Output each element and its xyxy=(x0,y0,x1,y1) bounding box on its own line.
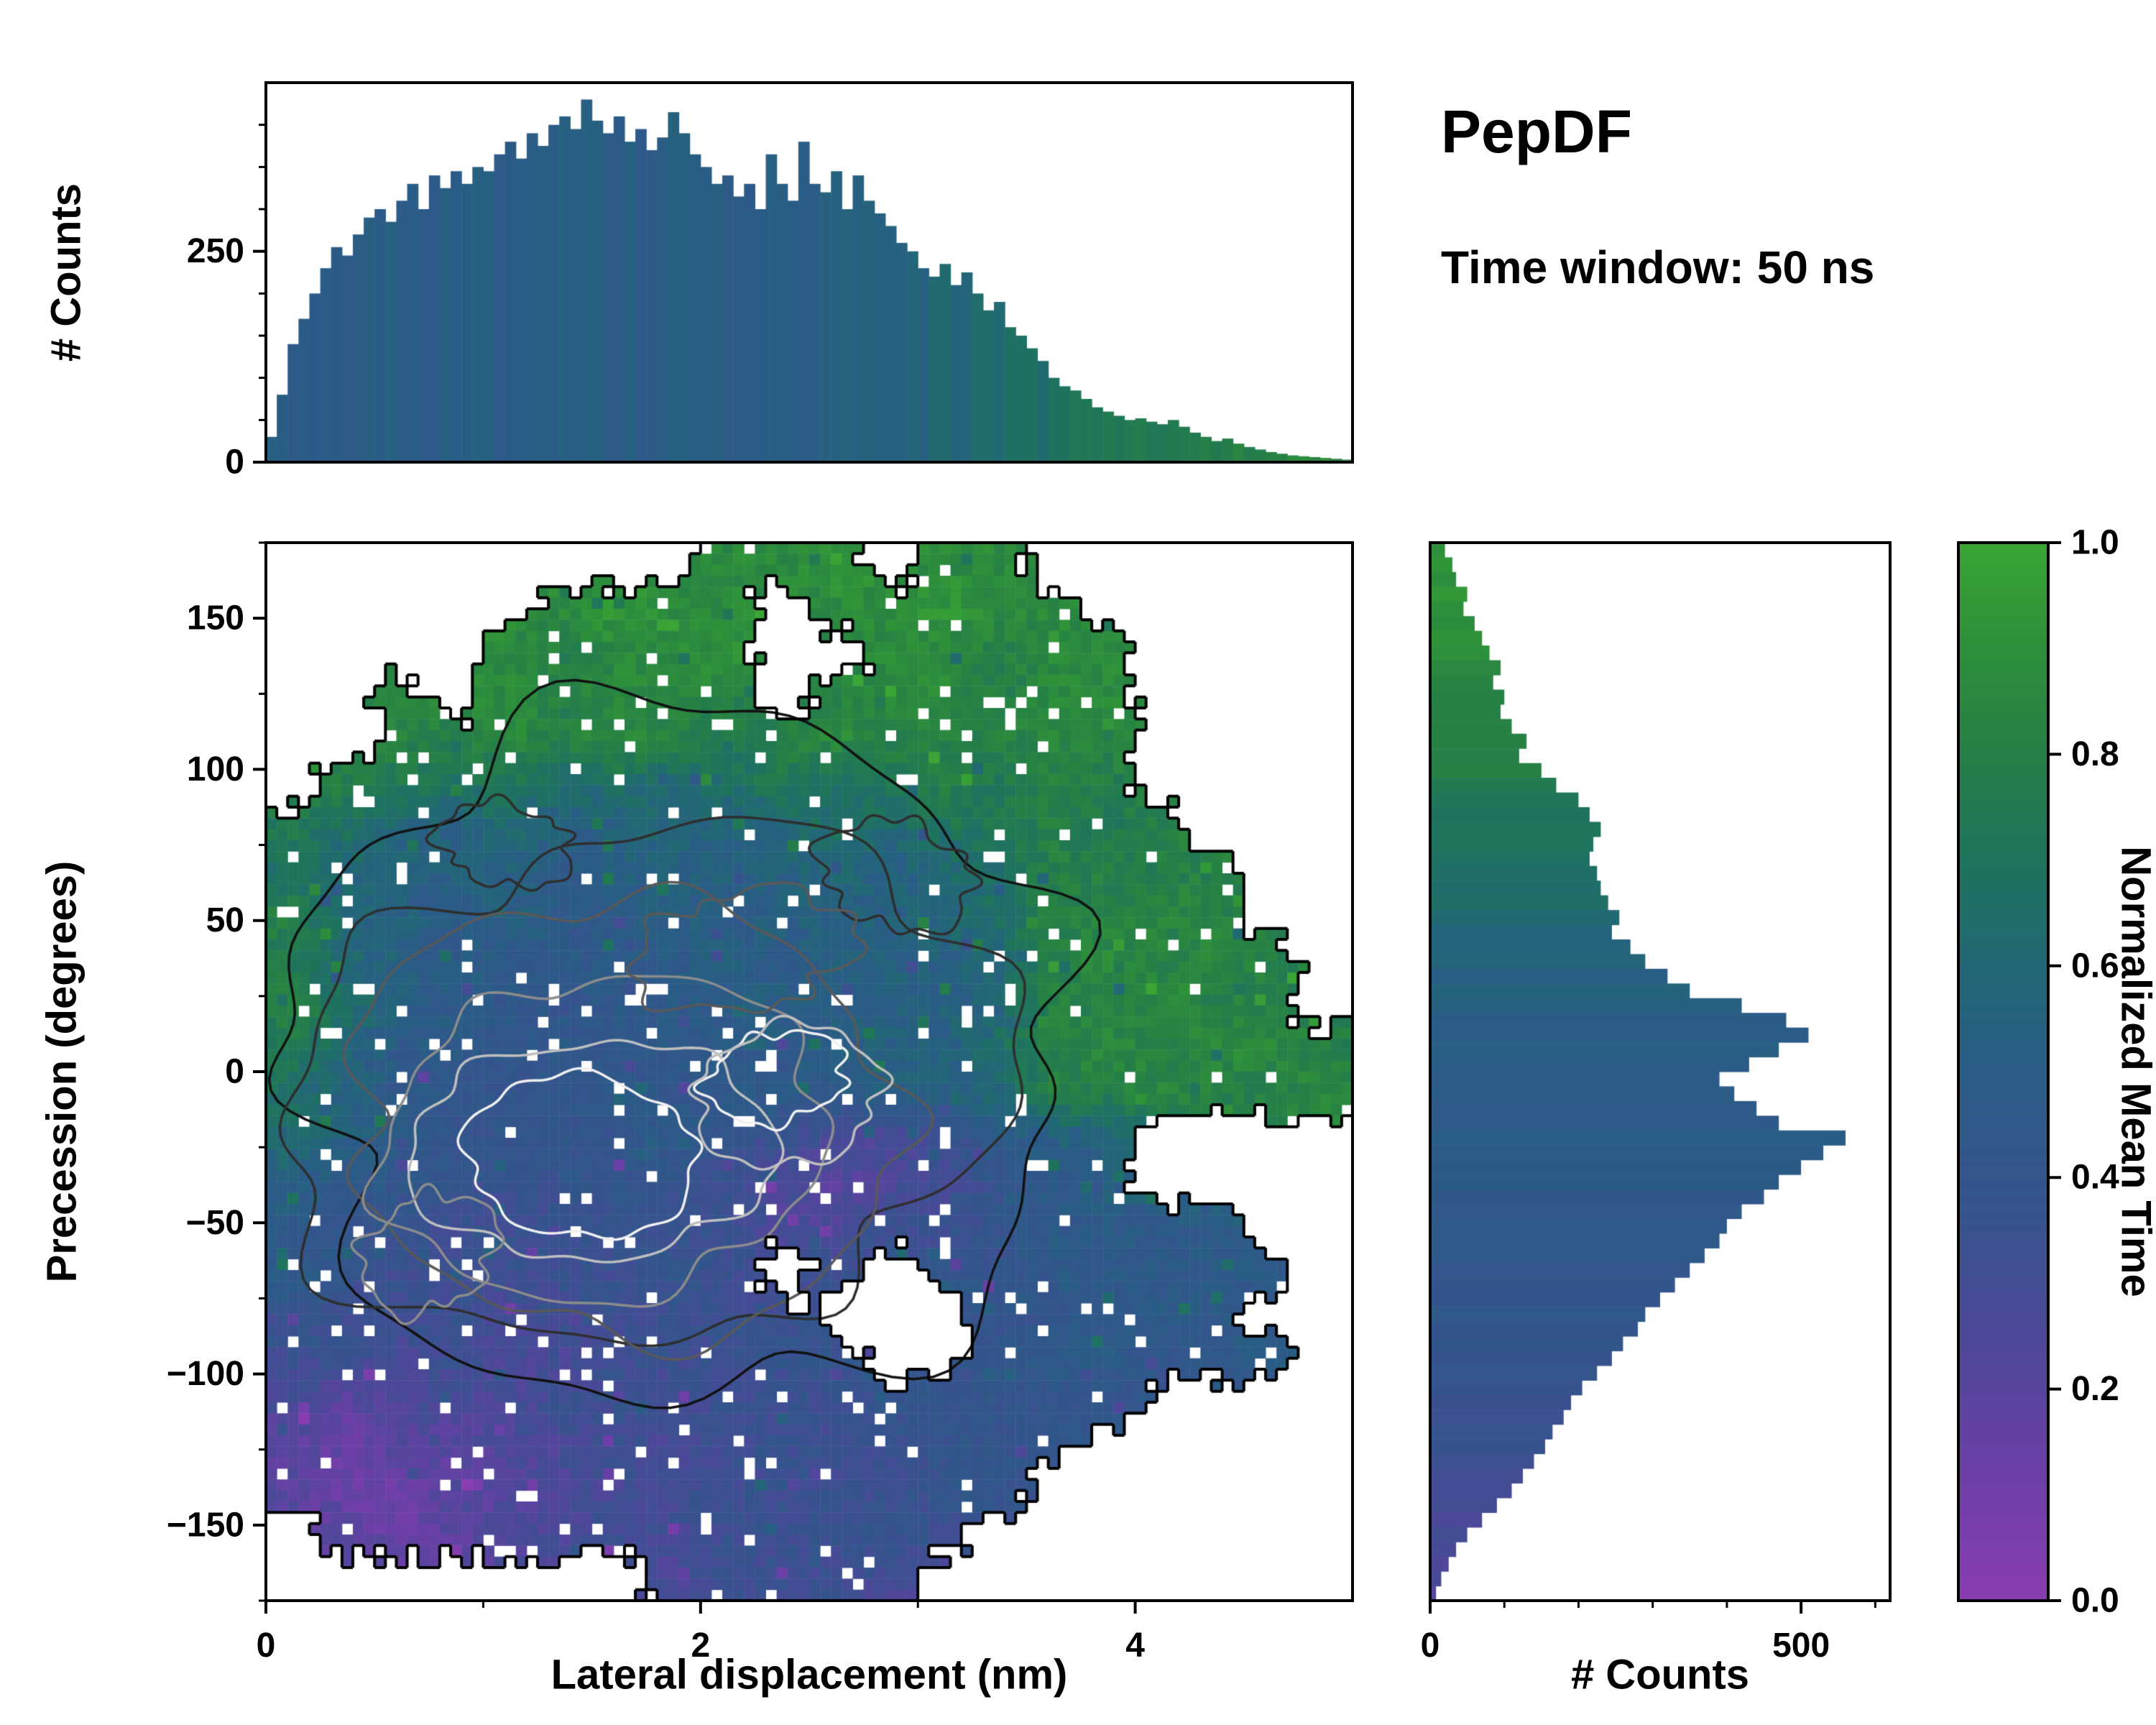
tick-label: 0 xyxy=(1421,1627,1440,1665)
tick-label: 150 xyxy=(187,599,244,638)
tick-label: 4 xyxy=(1125,1627,1145,1665)
figure-subtitle: Time window: 50 ns xyxy=(1441,242,1875,293)
main-x-axis-label: Lateral displacement (nm) xyxy=(550,1651,1068,1698)
right-histogram-canvas xyxy=(1430,543,1890,1601)
colorbar-canvas xyxy=(1958,543,2048,1601)
figure-title: PepDF xyxy=(1441,98,1633,165)
tick-label: −50 xyxy=(186,1204,244,1242)
top-hist-y-axis-label: # Counts xyxy=(42,183,90,362)
tick-label: 0.0 xyxy=(2071,1582,2119,1620)
tick-label: 0.2 xyxy=(2071,1370,2119,1408)
tick-label: 0.8 xyxy=(2071,735,2119,773)
top-histogram-canvas xyxy=(266,83,1353,462)
tick-label: −150 xyxy=(167,1506,244,1544)
tick-label: 50 xyxy=(206,901,244,939)
right-hist-x-axis-label: # Counts xyxy=(1570,1651,1750,1698)
tick-label: 0 xyxy=(257,1627,276,1665)
tick-label: 250 xyxy=(187,232,244,270)
tick-label: 0 xyxy=(225,1053,244,1091)
tick-label: 1.0 xyxy=(2071,524,2119,562)
main-y-axis-label: Precession (degrees) xyxy=(38,860,86,1283)
heatmap-canvas xyxy=(266,543,1353,1601)
tick-label: 0 xyxy=(225,443,244,482)
colorbar-label: Normalized Mean Time xyxy=(2112,846,2156,1297)
tick-label: 100 xyxy=(187,750,244,788)
tick-label: 500 xyxy=(1772,1627,1830,1665)
tick-label: −100 xyxy=(167,1355,244,1393)
